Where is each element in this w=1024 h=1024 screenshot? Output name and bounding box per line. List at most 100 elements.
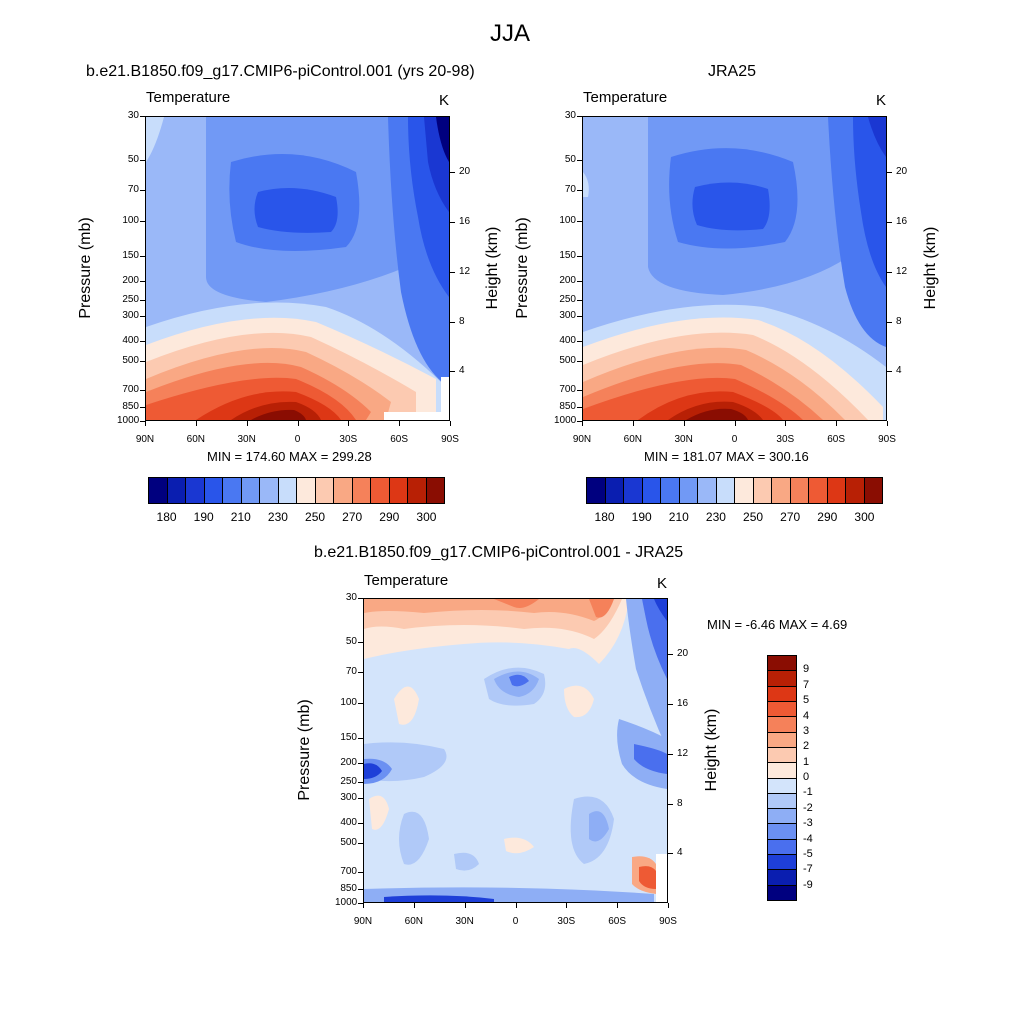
x-tick-label: 60S — [827, 434, 846, 445]
panel2-colorbar — [586, 477, 883, 504]
colorbar-swatch — [587, 478, 606, 503]
y2-tick-mark — [450, 321, 455, 323]
x-tick-mark — [464, 903, 466, 908]
y2-tick-mark — [668, 654, 673, 656]
y-tick-label: 250 — [122, 294, 139, 306]
y-tick-mark — [577, 300, 582, 302]
colorbar-label: -7 — [803, 863, 813, 876]
x-tick-label: 30S — [776, 434, 795, 445]
y-tick-mark — [577, 189, 582, 191]
panel2-stats: MIN = 181.07 MAX = 300.16 — [644, 449, 809, 464]
panel2-title: JRA25 — [708, 63, 757, 80]
panel1-stats: MIN = 174.60 MAX = 299.28 — [207, 449, 372, 464]
x-tick-mark — [297, 421, 299, 426]
colorbar-swatch — [698, 478, 717, 503]
y-tick-mark — [140, 341, 145, 343]
x-tick-label: 60S — [390, 434, 409, 445]
y2-tick-label: 20 — [459, 166, 471, 178]
x-tick-label: 0 — [294, 434, 301, 445]
colorbar-swatch — [334, 478, 353, 503]
y-tick-label: 30 — [127, 110, 139, 121]
panel1-ylabel: Pressure (mb) — [77, 217, 94, 319]
colorbar-label: 230 — [267, 510, 288, 524]
colorbar-swatch — [768, 671, 796, 687]
colorbar-label: 2 — [803, 740, 810, 753]
y-tick-mark — [577, 421, 582, 422]
panel3-stats: MIN = -6.46 MAX = 4.69 — [707, 617, 848, 632]
y-tick-label: 100 — [340, 696, 357, 708]
x-tick-mark — [566, 903, 568, 908]
x-tick-mark — [617, 903, 619, 908]
panel1-colorbar — [148, 477, 445, 504]
colorbar-label: 1 — [803, 755, 810, 768]
x-tick-mark — [582, 421, 583, 426]
colorbar-label: 250 — [305, 510, 326, 524]
colorbar-label: 5 — [803, 694, 810, 707]
y2-tick-label: 12 — [459, 265, 471, 277]
x-tick-label: 60S — [608, 916, 627, 927]
y-tick-mark — [358, 598, 363, 599]
y-tick-mark — [358, 842, 363, 844]
colorbar-swatch — [768, 839, 796, 856]
colorbar-label: 270 — [342, 510, 363, 524]
y2-tick-label: 12 — [677, 747, 689, 759]
y-tick-label: 200 — [559, 275, 576, 286]
y-tick-label: 700 — [122, 383, 139, 395]
x-tick-mark — [399, 421, 401, 426]
colorbar-swatch — [605, 478, 624, 503]
panel3-title: b.e21.B1850.f09_g17.CMIP6-piControl.001 … — [314, 544, 684, 561]
y2-tick-label: 16 — [459, 216, 471, 228]
y2-tick-mark — [887, 172, 892, 174]
y-tick-mark — [140, 406, 145, 408]
y-tick-mark — [140, 189, 145, 191]
y-tick-mark — [358, 888, 363, 890]
x-tick-mark — [195, 421, 197, 426]
x-tick-mark — [515, 903, 517, 908]
y2-tick-label: 8 — [459, 315, 465, 327]
x-tick-label: 30S — [557, 916, 576, 927]
y-tick-mark — [358, 763, 363, 764]
x-tick-label: 30N — [674, 434, 693, 445]
panel1-plot — [145, 116, 450, 421]
colorbar-swatch — [768, 778, 796, 794]
y-tick-mark — [358, 737, 363, 739]
panel2-plot — [582, 116, 887, 421]
y-tick-mark — [140, 360, 145, 362]
colorbar-swatch — [864, 478, 882, 503]
x-tick-mark — [145, 421, 146, 426]
y-tick-mark — [358, 642, 363, 644]
colorbar-label: 0 — [803, 771, 810, 783]
colorbar-label: 4 — [803, 709, 810, 722]
panel1-variable: Temperature — [146, 89, 231, 106]
panel1-units: K — [439, 92, 450, 109]
panel3-plot — [363, 598, 668, 903]
colorbar-swatch — [768, 686, 796, 702]
y-tick-label: 500 — [340, 836, 357, 848]
y-tick-label: 30 — [564, 110, 576, 121]
y-tick-label: 250 — [340, 776, 357, 788]
colorbar-swatch — [186, 478, 205, 503]
y2-tick-label: 16 — [896, 216, 908, 228]
colorbar-swatch — [768, 717, 796, 733]
colorbar-label: 300 — [416, 510, 437, 524]
x-tick-mark — [413, 903, 415, 908]
colorbar-swatch — [846, 478, 865, 503]
y-tick-label: 70 — [345, 665, 357, 677]
panel3-colorbar — [767, 655, 797, 901]
y-tick-mark — [577, 116, 582, 117]
colorbar-swatch — [260, 478, 279, 503]
colorbar-label: -9 — [803, 878, 813, 891]
y-tick-label: 850 — [340, 882, 357, 894]
y2-tick-label: 20 — [677, 648, 689, 660]
y-tick-mark — [577, 406, 582, 408]
x-tick-label: 0 — [731, 434, 738, 445]
colorbar-label: 3 — [803, 724, 810, 737]
y-tick-label: 400 — [122, 335, 139, 347]
colorbar-swatch — [241, 478, 260, 503]
y-tick-label: 250 — [559, 294, 576, 306]
colorbar-swatch — [149, 478, 168, 503]
colorbar-label: -2 — [803, 801, 813, 814]
y-tick-label: 30 — [345, 592, 357, 603]
panel3-units: K — [657, 575, 668, 592]
y-tick-label: 150 — [559, 249, 576, 261]
